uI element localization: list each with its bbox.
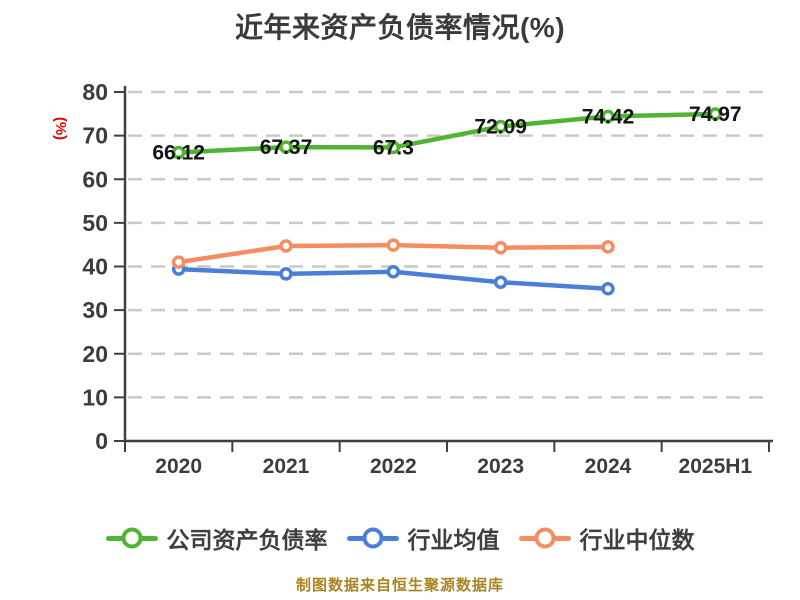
legend-label-industry-median: 行业中位数 — [579, 527, 695, 553]
data-point-label: 67.3 — [373, 136, 414, 159]
data-point — [386, 238, 401, 252]
y-axis-tick-label: 80 — [82, 79, 108, 105]
series-line — [176, 111, 718, 155]
data-point-label: 67.37 — [260, 136, 313, 159]
data-point-label: 74.97 — [689, 103, 742, 126]
legend-marker-dot-blue — [362, 527, 383, 549]
chart-title: 近年来资产负债率情况(%) — [234, 12, 566, 43]
y-axis-tick-label: 30 — [82, 297, 108, 323]
y-axis-tick-label: 50 — [82, 210, 108, 236]
x-axis-tick-label: 2025H1 — [679, 455, 753, 478]
y-axis-tick-label: 10 — [82, 384, 108, 410]
data-point — [171, 145, 186, 160]
y-axis-tick-label: 70 — [82, 123, 108, 149]
data-point — [386, 264, 401, 279]
data-point — [601, 281, 615, 296]
legend-item-industry-median[interactable]: 行业中位数 — [518, 521, 695, 555]
x-axis-tick-label: 2022 — [370, 455, 417, 478]
data-point — [601, 240, 615, 254]
legend-label-company-ratio: 公司资产负债率 — [166, 527, 328, 553]
data-point — [493, 119, 508, 134]
x-axis-tick-label: 2021 — [263, 455, 310, 478]
data-point — [171, 255, 186, 269]
legend-label-industry-mean: 行业均值 — [407, 527, 500, 553]
legend-item-industry-mean[interactable]: 行业均值 — [346, 521, 500, 555]
legend-marker-line-green — [105, 527, 158, 549]
chart-legend: 公司资产负债率 行业均值 行业中位数 — [0, 521, 800, 555]
data-point — [279, 239, 293, 253]
data-point-label: 72.09 — [474, 116, 527, 139]
y-axis-tick-label: 0 — [95, 428, 108, 454]
data-source-note: 制图数据来自恒生聚源数据库 — [295, 577, 504, 594]
data-point — [708, 107, 723, 121]
data-point — [386, 140, 401, 155]
data-point-label: 74.42 — [582, 105, 635, 128]
x-axis-tick-label: 2024 — [585, 455, 632, 478]
y-axis-tick-label: 40 — [82, 254, 108, 280]
legend-item-company-ratio[interactable]: 公司资产负债率 — [105, 521, 328, 555]
data-point — [493, 240, 508, 255]
x-axis-tick-label: 2020 — [155, 455, 202, 478]
y-axis-tick-label: 60 — [82, 166, 108, 192]
data-point — [493, 275, 508, 289]
data-point — [279, 140, 293, 154]
data-point — [279, 267, 293, 281]
y-axis-tick-label: 20 — [82, 341, 108, 367]
legend-marker-line-blue — [346, 527, 399, 549]
x-axis-tick-label: 2023 — [477, 455, 524, 478]
legend-marker-line-orange — [518, 527, 571, 549]
legend-marker-dot-orange — [534, 527, 555, 549]
data-point-label: 66.12 — [152, 142, 205, 165]
data-point — [601, 109, 615, 124]
legend-marker-dot-green — [121, 527, 142, 549]
